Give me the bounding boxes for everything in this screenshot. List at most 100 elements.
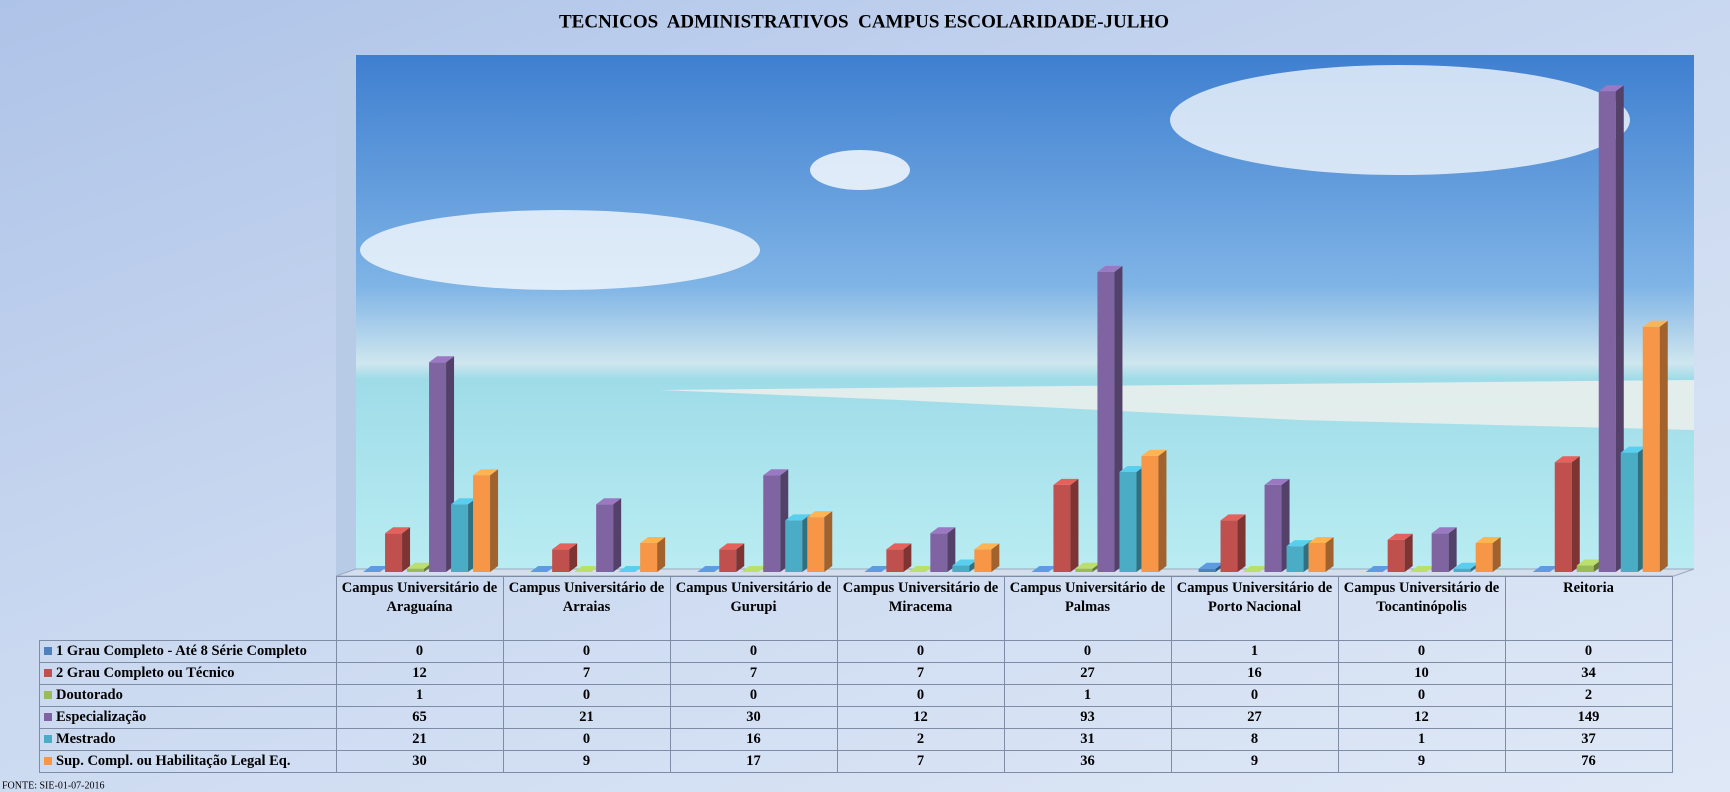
bar (1286, 546, 1304, 572)
value-cell: 8 (1170, 728, 1339, 751)
bar (429, 362, 447, 572)
bar-top (974, 543, 1000, 550)
value-cell: 1 (335, 684, 504, 707)
value-cell: 10 (1337, 662, 1506, 685)
bar-top (1097, 265, 1123, 272)
category-label: Campus Universitário de Tocantinópolis (1337, 576, 1506, 641)
bar-side (1615, 85, 1624, 572)
bar-side (657, 536, 666, 572)
value-cell: 36 (1003, 750, 1172, 773)
value-cell: 0 (1337, 640, 1506, 663)
bar-top (930, 527, 956, 534)
bar (451, 504, 469, 572)
legend-label: Mestrado (56, 731, 116, 747)
value-cell: 16 (1170, 662, 1339, 685)
bar-top (1198, 562, 1224, 569)
bar (1097, 271, 1115, 572)
bar-top (596, 498, 622, 505)
legend-swatch (44, 757, 52, 765)
bar-top (697, 566, 723, 572)
value-cell: 1 (1337, 728, 1506, 751)
bar-top (473, 469, 499, 476)
bar-side (991, 543, 1000, 572)
bar-top (741, 566, 767, 572)
bar-top (1554, 456, 1580, 463)
bar (1620, 452, 1638, 572)
legend-entry: 1 Grau Completo - Até 8 Série Completo (39, 640, 337, 663)
header-row: Campus Universitário de Araguaína Campus … (40, 576, 1673, 641)
value-cell: 7 (836, 662, 1005, 685)
bar-top (1387, 533, 1413, 540)
bar-side (1492, 536, 1501, 572)
bar-top (1431, 527, 1457, 534)
value-cell: 1 (1003, 684, 1172, 707)
value-cell: 0 (502, 684, 671, 707)
bar (1431, 533, 1449, 572)
value-cell: 0 (502, 640, 671, 663)
bar (552, 549, 570, 572)
bar-top (1409, 566, 1435, 572)
bar (1554, 462, 1572, 572)
value-cell: 93 (1003, 706, 1172, 729)
category-label: Campus Universitário de Miracema (836, 576, 1005, 641)
bar-side (1659, 320, 1668, 572)
value-cell: 0 (836, 684, 1005, 707)
bar-top (1242, 566, 1268, 572)
cloud (810, 150, 910, 190)
value-cell: 16 (669, 728, 838, 751)
bar-top (763, 469, 789, 476)
legend-swatch (44, 735, 52, 743)
bar-top (363, 566, 389, 572)
data-table: Campus Universitário de Araguaína Campus … (39, 576, 1673, 773)
bar-side (947, 527, 956, 572)
bar-top (530, 566, 556, 572)
cloud (360, 210, 760, 290)
beach (660, 380, 1694, 430)
value-cell: 12 (836, 706, 1005, 729)
legend-label: Sup. Compl. ou Habilitação Legal Eq. (56, 753, 291, 769)
value-cell: 31 (1003, 728, 1172, 751)
bar (974, 549, 992, 572)
value-cell: 7 (836, 750, 1005, 773)
value-cell: 9 (1337, 750, 1506, 773)
value-cell: 7 (502, 662, 671, 685)
bar-top (1141, 449, 1167, 456)
bar-side (1404, 533, 1413, 572)
category-label: Campus Universitário de Arraias (502, 576, 671, 641)
bar-side (1158, 449, 1167, 572)
bar-top (574, 566, 600, 572)
value-cell: 76 (1504, 750, 1673, 773)
bar-side (903, 543, 912, 572)
category-label: Campus Universitário de Araguaína (335, 576, 504, 641)
value-cell: 2 (1504, 684, 1673, 707)
bar (640, 542, 658, 572)
value-cell: 7 (669, 662, 838, 685)
bar (1220, 520, 1238, 572)
bar-top (1642, 320, 1668, 327)
bar-side (1237, 514, 1246, 572)
value-cell: 30 (669, 706, 838, 729)
series-row: Especialização 65 21 30 12 93 27 12 149 (39, 706, 1673, 729)
bar-top (1119, 465, 1145, 472)
bar-top (1308, 536, 1334, 543)
value-cell: 2 (836, 728, 1005, 751)
bar-top (407, 562, 433, 569)
legend-label: 2 Grau Completo ou Técnico (56, 665, 235, 681)
bar-top (1576, 559, 1602, 566)
bar-top (1598, 85, 1624, 92)
bar-top (1053, 478, 1079, 485)
legend-swatch (44, 669, 52, 677)
bar-side (490, 469, 499, 572)
bar-side (613, 498, 622, 572)
value-cell: 37 (1504, 728, 1673, 751)
bar-top (385, 527, 411, 534)
bar-top (618, 566, 644, 572)
bar-top (1453, 562, 1479, 569)
chart-title: TECNICOS ADMINISTRATIVOS CAMPUS ESCOLARI… (559, 11, 1169, 32)
source-note: FONTE: SIE-01-07-2016 (2, 780, 105, 791)
series-row: Sup. Compl. ou Habilitação Legal Eq. 30 9 1… (39, 750, 1673, 773)
category-label: Campus Universitário de Porto Nacional (1170, 576, 1339, 641)
bar (1598, 91, 1616, 572)
bar-top (908, 566, 934, 572)
bar-top (1475, 536, 1501, 543)
